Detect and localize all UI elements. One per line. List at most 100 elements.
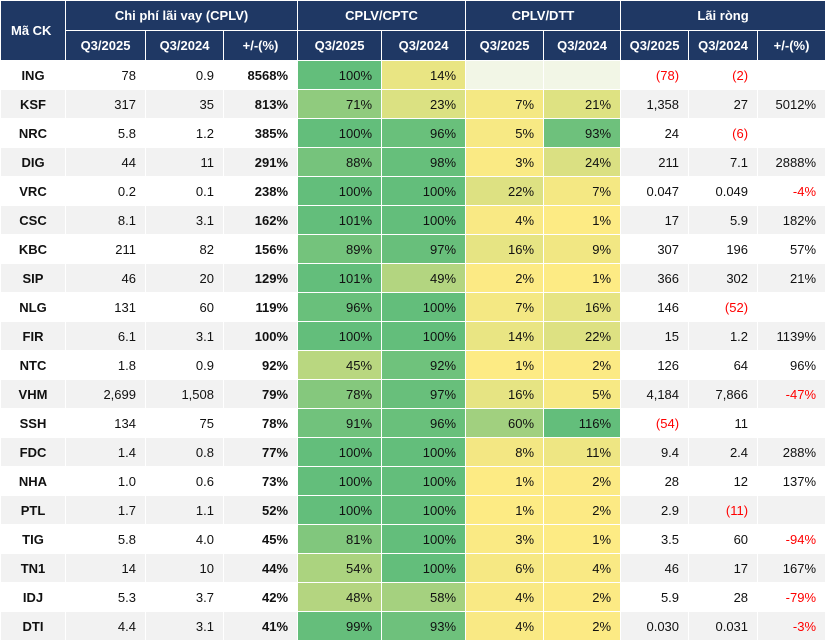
cell-cplv-cptc: 100% [298,177,382,206]
cell-cplv-change: 385% [224,119,298,148]
cell-net-income: (11) [689,496,758,525]
cell-cplv-cptc: 58% [382,583,466,612]
cell-cplv: 20 [146,264,224,293]
cell-net-income-change: 2888% [758,148,825,177]
header-group-lai-rong: Lãi ròng [621,1,825,31]
cell-net-income: 146 [621,293,689,322]
subheader-lairong-q3-2024: Q3/2024 [689,31,758,61]
cell-cplv-cptc: 100% [382,206,466,235]
cell-cplv: 8.1 [66,206,146,235]
group-header-row: Mã CK Chi phí lãi vay (CPLV) CPLV/CPTC C… [1,1,825,31]
cell-stock-code: NLG [1,293,66,322]
cell-cplv: 1.8 [66,351,146,380]
cell-cplv-cptc: 96% [382,119,466,148]
cell-cplv-dtt: 1% [466,351,544,380]
cell-stock-code: SSH [1,409,66,438]
cell-net-income: 5.9 [621,583,689,612]
cell-cplv-dtt: 16% [466,235,544,264]
header-ma-ck: Mã CK [1,1,66,61]
cell-net-income: 1,358 [621,90,689,119]
subheader-lairong-change: +/-(%) [758,31,825,61]
cell-cplv-cptc: 45% [298,351,382,380]
cell-cplv-change: 129% [224,264,298,293]
cell-cplv: 0.2 [66,177,146,206]
cell-cplv-cptc: 97% [382,380,466,409]
header-group-cplv-dtt: CPLV/DTT [466,1,621,31]
cell-cplv-cptc: 100% [382,438,466,467]
cell-stock-code: KSF [1,90,66,119]
cell-cplv-dtt: 5% [544,380,621,409]
cell-cplv-dtt: 16% [544,293,621,322]
cell-net-income-change [758,496,825,525]
subheader-cptc-q3-2025: Q3/2025 [298,31,382,61]
cell-cplv-dtt: 16% [466,380,544,409]
cell-net-income-change: -94% [758,525,825,554]
cell-cplv-cptc: 91% [298,409,382,438]
cell-stock-code: NTC [1,351,66,380]
cell-stock-code: PTL [1,496,66,525]
cell-cplv-change: 162% [224,206,298,235]
cell-net-income: 4,184 [621,380,689,409]
subheader-lairong-q3-2025: Q3/2025 [621,31,689,61]
cell-cplv: 35 [146,90,224,119]
cell-cplv-dtt: 24% [544,148,621,177]
cell-cplv-cptc: 100% [382,293,466,322]
cell-net-income-change: -79% [758,583,825,612]
cell-stock-code: NRC [1,119,66,148]
cell-cplv-dtt [544,61,621,90]
cell-cplv: 60 [146,293,224,322]
cell-net-income-change [758,409,825,438]
cell-cplv: 82 [146,235,224,264]
subheader-cptc-q3-2024: Q3/2024 [382,31,466,61]
cell-net-income: 27 [689,90,758,119]
cell-cplv-dtt: 9% [544,235,621,264]
cell-cplv-dtt: 1% [466,496,544,525]
cell-net-income: 366 [621,264,689,293]
cell-stock-code: VHM [1,380,66,409]
cell-net-income: 11 [689,409,758,438]
cell-cplv-dtt: 8% [466,438,544,467]
cell-net-income: 307 [621,235,689,264]
cell-net-income-change: -4% [758,177,825,206]
cell-cplv-dtt: 2% [544,351,621,380]
cell-cplv-change: 79% [224,380,298,409]
cell-net-income-change [758,61,825,90]
cell-net-income: 196 [689,235,758,264]
cell-cplv-change: 100% [224,322,298,351]
cell-net-income: 5.9 [689,206,758,235]
cell-cplv: 3.7 [146,583,224,612]
cell-cplv-dtt: 4% [466,583,544,612]
cell-cplv: 134 [66,409,146,438]
cell-cplv: 75 [146,409,224,438]
cell-cplv: 0.9 [146,351,224,380]
cell-cplv-dtt: 4% [466,206,544,235]
cell-net-income: 1.2 [689,322,758,351]
cell-cplv-dtt: 14% [466,322,544,351]
cell-cplv: 3.1 [146,322,224,351]
cell-net-income: (52) [689,293,758,322]
cell-cplv-cptc: 14% [382,61,466,90]
cell-net-income: 0.047 [621,177,689,206]
cell-cplv-cptc: 99% [298,612,382,641]
cell-net-income-change: -47% [758,380,825,409]
cell-net-income: 60 [689,525,758,554]
cell-net-income-change [758,293,825,322]
cell-cplv-cptc: 98% [382,148,466,177]
cell-cplv-dtt: 2% [466,264,544,293]
cell-cplv-cptc: 96% [298,293,382,322]
cell-net-income: 3.5 [621,525,689,554]
cell-cplv-dtt: 2% [544,612,621,641]
cell-cplv-change: 77% [224,438,298,467]
cell-cplv-change: 73% [224,467,298,496]
cell-cplv-cptc: 96% [382,409,466,438]
